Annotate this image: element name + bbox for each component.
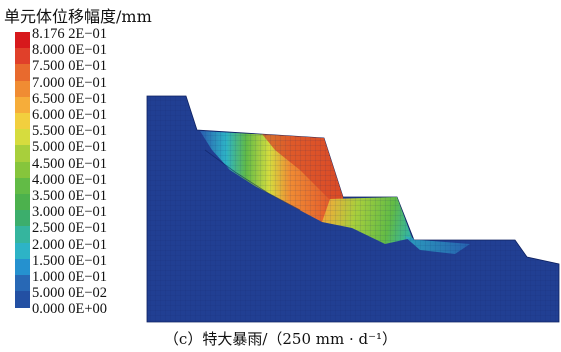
legend-swatch	[15, 129, 30, 146]
legend-tick-label: 1.500 0E−01	[32, 252, 108, 269]
legend-tick-label: 0.000 0E+00	[32, 301, 108, 318]
legend-tick-label: 3.000 0E−01	[32, 204, 108, 221]
legend-tick-label: 7.000 0E−01	[32, 74, 108, 91]
legend-tick-label: 2.500 0E−01	[32, 220, 108, 237]
legend-swatch	[15, 226, 30, 244]
legend-swatch	[15, 275, 30, 292]
legend-swatch	[15, 48, 30, 65]
legend-tick-label: 5.500 0E−01	[32, 123, 108, 140]
legend-title: 单元体位移幅度/mm	[4, 7, 152, 26]
legend-swatch	[15, 291, 30, 308]
legend-swatch	[15, 194, 30, 211]
legend-swatch	[15, 258, 30, 276]
legend-tick-label: 6.000 0E−01	[32, 107, 108, 123]
legend-tick-label: 5.000 0E−01	[32, 139, 108, 156]
legend-swatch	[15, 242, 30, 260]
legend-swatch	[15, 96, 30, 114]
legend-swatch	[15, 177, 30, 195]
legend-tick-label: 2.000 0E−01	[32, 236, 108, 253]
legend-swatch	[15, 145, 30, 163]
legend-tick-label: 1.000 0E−01	[32, 269, 108, 285]
legend-swatch	[15, 32, 30, 49]
legend-swatch	[15, 113, 30, 130]
legend-swatch	[15, 210, 30, 227]
legend-tick-label: 8.176 2E−01	[32, 26, 108, 42]
color-legend: 8.176 2E−01 8.000 0E−01 7.500 0E−01 7.000 0…	[15, 27, 145, 324]
legend-tick-label: 7.500 0E−01	[32, 58, 108, 75]
legend-tick-label: 8.000 0E−01	[32, 42, 108, 59]
legend-swatch	[15, 64, 30, 82]
legend-swatch	[15, 161, 30, 179]
figure-caption: （c）特大暴雨/（250 mm · d⁻¹）	[163, 330, 398, 348]
legend-tick-label: 4.500 0E−01	[32, 155, 108, 172]
legend-tick-label: 4.000 0E−01	[32, 171, 108, 188]
legend-tick-label: 6.500 0E−01	[32, 90, 108, 107]
legend-tick-label: 5.000 0E−02	[32, 285, 108, 302]
legend-swatch	[15, 80, 30, 98]
legend-tick-label: 3.500 0E−01	[32, 188, 108, 204]
